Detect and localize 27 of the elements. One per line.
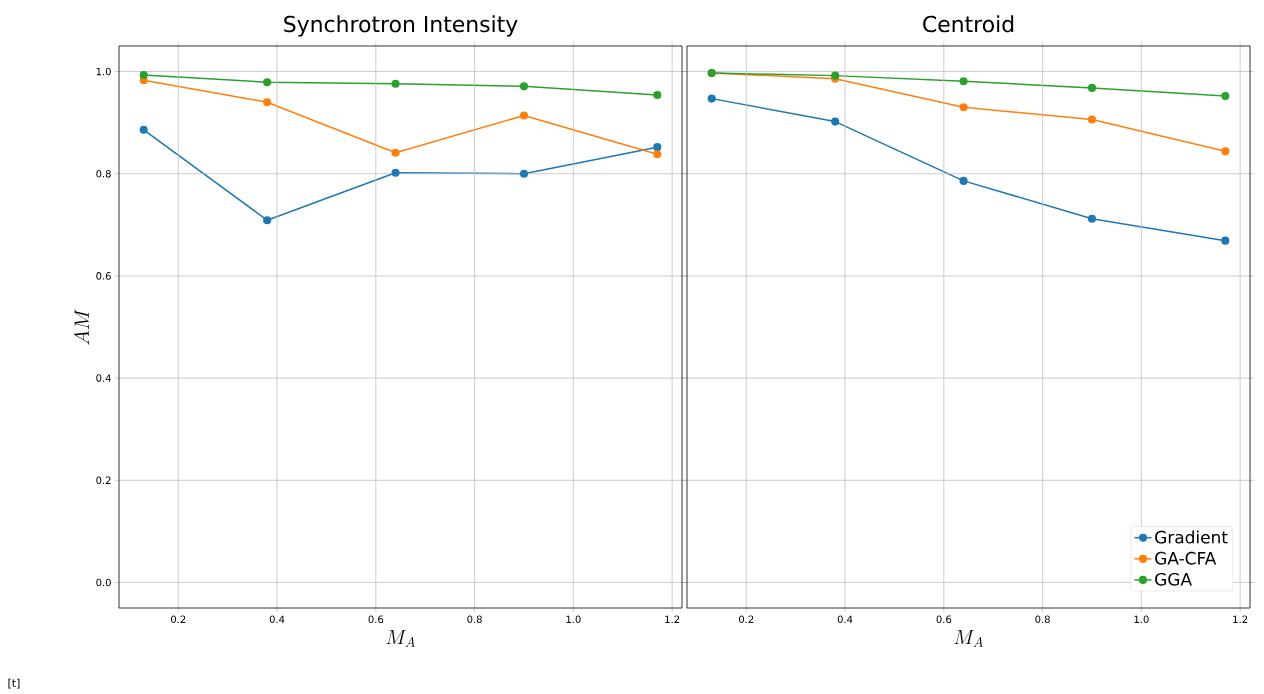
x-axis-title: $M_A$ bbox=[954, 629, 983, 648]
y-tick-label: 0.0 bbox=[96, 578, 111, 587]
chart-title: Centroid bbox=[923, 15, 1014, 33]
x-tick-label: 0.4 bbox=[837, 615, 853, 624]
x-tick-label: 1.2 bbox=[1233, 615, 1248, 623]
y-tick-label: 0.8 bbox=[96, 169, 111, 178]
y-tick-label: 0.4 bbox=[96, 374, 111, 382]
x-axis-title: $M_A$ bbox=[386, 629, 415, 648]
y-axis-title: $AM$ bbox=[74, 309, 89, 345]
chart-title: Synchrotron Intensity bbox=[284, 15, 518, 37]
x-tick-label: 0.8 bbox=[467, 615, 482, 624]
x-tick-label: 0.8 bbox=[1035, 615, 1050, 624]
y-tick-label: 1.0 bbox=[96, 67, 111, 76]
y-tick-label: 0.2 bbox=[96, 476, 111, 485]
x-tick-label: 0.6 bbox=[368, 615, 384, 624]
legend-label: GGA bbox=[1155, 572, 1192, 586]
x-tick-label: 0.4 bbox=[269, 615, 285, 624]
x-tick-label: 1.0 bbox=[1134, 615, 1149, 624]
legend-label: Gradient bbox=[1155, 530, 1228, 544]
x-tick-label: 0.2 bbox=[739, 615, 754, 624]
legend-label: GA-CFA bbox=[1155, 551, 1217, 565]
y-tick-label: 0.6 bbox=[96, 272, 111, 280]
text: [t] bbox=[8, 678, 20, 689]
x-tick-label: 1.2 bbox=[665, 615, 680, 623]
x-tick-label: 0.2 bbox=[171, 615, 186, 624]
x-tick-label: 1.0 bbox=[566, 615, 581, 624]
x-tick-label: 0.6 bbox=[936, 615, 952, 624]
